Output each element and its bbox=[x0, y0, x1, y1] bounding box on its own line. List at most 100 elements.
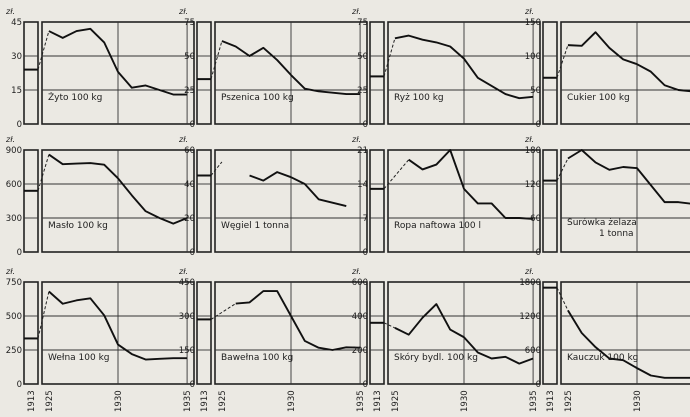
series-line bbox=[394, 303, 534, 365]
chart-panel-10: 0 150 300 450 zł. Bawełna 100 kg 1913 1925 1930 1… bbox=[178, 267, 368, 412]
series-line bbox=[249, 171, 347, 208]
y-tick-label: 600 bbox=[525, 346, 541, 356]
series-label: Żyto 100 kg bbox=[48, 92, 102, 103]
x-tick-label: 1913 bbox=[373, 390, 383, 412]
unit-label: zł. bbox=[178, 135, 188, 144]
unit-label: zł. bbox=[5, 7, 15, 16]
unit-label: zł. bbox=[351, 267, 361, 276]
unit-label: zł. bbox=[178, 7, 188, 16]
x-tick-label: 1913 bbox=[27, 390, 37, 412]
unit-label: zł. bbox=[351, 135, 361, 144]
series-label: Cukier 100 kg bbox=[567, 93, 630, 103]
unit-label: zł. bbox=[524, 7, 534, 16]
y-tick-label: 60 bbox=[184, 146, 195, 156]
y-tick-label: 0 bbox=[536, 120, 541, 130]
y-tick-label: 20 bbox=[184, 214, 195, 224]
chart-panel-7: 0 7 14 21 zł. Ropa naftowa 100 l bbox=[351, 135, 541, 258]
base-connector-dashed bbox=[210, 40, 223, 80]
series-line bbox=[567, 309, 690, 379]
y-tick-label: 0 bbox=[17, 120, 22, 130]
base-1913-frame bbox=[23, 281, 39, 385]
chart-panel-3: 0 25 50 75 zł. Ryż 100 kg bbox=[351, 7, 541, 130]
unit-label: zł. bbox=[5, 135, 15, 144]
chart-panel-9: 0 250 500 750 zł. Wełna 100 kg 1913 1925 1930 193… bbox=[5, 267, 195, 412]
base-connector-dashed bbox=[210, 161, 223, 176]
base-connector-dashed bbox=[556, 158, 569, 181]
chart-panel-2: 0 25 50 75 zł. Pszenica 100 kg bbox=[178, 7, 368, 130]
base-connector-dashed bbox=[556, 287, 569, 311]
series-label: Kauczuk 100 kg bbox=[567, 353, 638, 363]
y-tick-label: 200 bbox=[352, 346, 368, 356]
y-tick-label: 14 bbox=[357, 180, 368, 190]
series-line bbox=[394, 34, 534, 100]
series-line bbox=[567, 31, 690, 93]
x-tick-label: 1913 bbox=[546, 390, 556, 412]
y-tick-label: 1200 bbox=[519, 312, 541, 322]
y-tick-label: 0 bbox=[536, 380, 541, 390]
series-line bbox=[48, 27, 188, 96]
series-line bbox=[408, 149, 534, 220]
y-tick-label: 0 bbox=[190, 380, 195, 390]
x-tick-label: 1925 bbox=[218, 390, 228, 412]
x-tick-label: 1925 bbox=[564, 390, 574, 412]
series-label: Skóry bydl. 100 kg bbox=[394, 352, 478, 363]
unit-label: zł. bbox=[5, 267, 15, 276]
series-label: Węgiel 1 tonna bbox=[221, 221, 289, 231]
x-tick-label: 1930 bbox=[287, 390, 297, 412]
plot-frame bbox=[560, 21, 690, 125]
base-1913-frame bbox=[196, 281, 212, 385]
y-tick-label: 60 bbox=[530, 214, 541, 224]
chart-panel-1: 0 15 30 45 zł. Żyto 100 kg bbox=[5, 7, 195, 130]
base-1913-frame bbox=[196, 21, 212, 125]
unit-label: zł. bbox=[524, 267, 534, 276]
series-label: Surówka żelaza bbox=[567, 217, 637, 228]
y-tick-label: 150 bbox=[525, 18, 541, 28]
base-1913-frame bbox=[23, 149, 39, 253]
chart-panel-4: 0 50 100 150 zł. Cukier 100 kg bbox=[524, 7, 690, 130]
series-line bbox=[567, 149, 690, 205]
base-1913-frame bbox=[542, 281, 558, 385]
unit-label: zł. bbox=[351, 7, 361, 16]
base-connector-dashed bbox=[383, 322, 396, 329]
base-1913-frame bbox=[369, 281, 385, 385]
y-tick-label: 120 bbox=[525, 180, 541, 190]
x-tick-label: 1925 bbox=[45, 390, 55, 412]
y-tick-label: 600 bbox=[6, 180, 22, 190]
x-tick-label: 1935 bbox=[183, 390, 193, 412]
y-tick-label: 450 bbox=[179, 278, 195, 288]
series-label: Masło 100 kg bbox=[48, 221, 108, 231]
base-connector-dashed bbox=[556, 44, 569, 78]
y-tick-label: 50 bbox=[184, 52, 195, 62]
y-tick-label: 300 bbox=[6, 214, 22, 224]
y-tick-label: 50 bbox=[530, 86, 541, 96]
y-tick-label: 0 bbox=[363, 380, 368, 390]
unit-label: zł. bbox=[178, 267, 188, 276]
series-label: Bawełna 100 kg bbox=[221, 353, 293, 363]
y-tick-label: 30 bbox=[11, 52, 22, 62]
base-1913-frame bbox=[369, 21, 385, 125]
chart-panel-11: 0 200 400 600 zł. Skóry bydl. 100 kg 1913 1925 1… bbox=[351, 267, 541, 412]
y-tick-label: 180 bbox=[525, 146, 541, 156]
y-tick-label: 0 bbox=[17, 248, 22, 258]
y-tick-label: 250 bbox=[6, 346, 22, 356]
y-tick-label: 0 bbox=[536, 248, 541, 258]
y-tick-label: 45 bbox=[11, 18, 22, 28]
plot-frame bbox=[560, 281, 690, 385]
x-tick-label: 1935 bbox=[356, 390, 366, 412]
x-tick-label: 1930 bbox=[114, 390, 124, 412]
y-tick-label: 75 bbox=[357, 18, 368, 28]
chart-panel-6: 0 20 40 60 zł. Węgiel 1 tonna bbox=[178, 135, 368, 258]
y-tick-label: 50 bbox=[357, 52, 368, 62]
x-tick-label: 1935 bbox=[529, 390, 539, 412]
y-tick-label: 600 bbox=[352, 278, 368, 288]
y-tick-label: 25 bbox=[184, 86, 195, 96]
y-tick-label: 150 bbox=[179, 346, 195, 356]
x-tick-label: 1913 bbox=[200, 390, 210, 412]
base-1913-frame bbox=[542, 21, 558, 125]
series-label: Pszenica 100 kg bbox=[221, 93, 294, 103]
y-tick-label: 300 bbox=[179, 312, 195, 322]
series-label: Ropa naftowa 100 l bbox=[394, 221, 481, 231]
series-line bbox=[235, 290, 361, 351]
